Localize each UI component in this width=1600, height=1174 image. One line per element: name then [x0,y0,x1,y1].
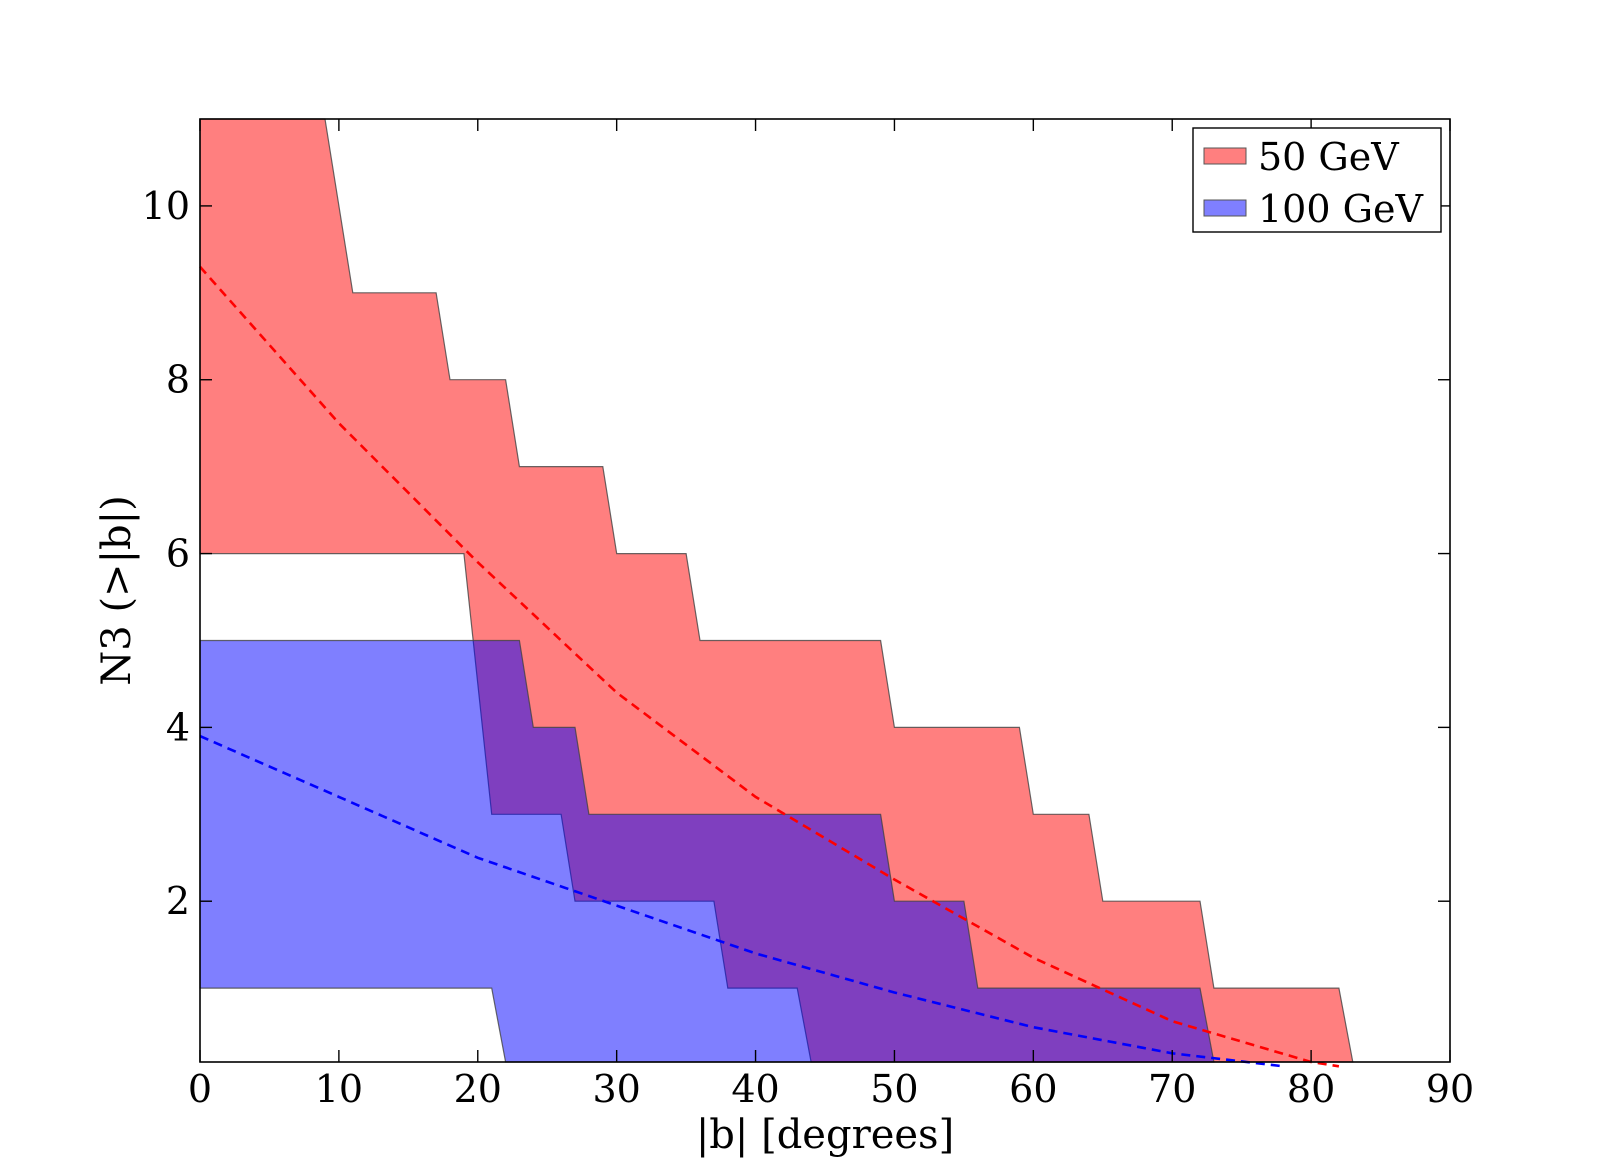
legend: 50 GeV 100 GeV [1192,127,1442,233]
x-tick-label: 0 [188,1067,212,1111]
tick-layer: 0 10 20 30 40 50 60 70 80 90 2 4 6 8 10 [142,119,1474,1111]
y-tick-label: 2 [166,879,190,923]
plot-frame [199,118,1451,1063]
band-100-gev [199,639,1215,1063]
x-tick-label: 10 [315,1067,363,1111]
y-tick-label: 8 [166,358,190,402]
legend-swatch-50-gev [1203,147,1247,165]
x-tick-label: 80 [1287,1067,1335,1111]
x-tick-label: 50 [870,1067,918,1111]
y-axis-label: N3 (>|b|) [94,495,140,685]
y-tick-label: 6 [166,532,190,576]
x-tick-label: 20 [454,1067,502,1111]
x-axis-label: |b| [degrees] [696,1112,954,1158]
y-tick-label: 4 [166,705,190,749]
x-tick-label: 60 [1009,1067,1057,1111]
mean-curve-50-gev [199,265,1340,1068]
mean-curve-100-gev [199,734,1284,1068]
legend-swatch-100-gev [1203,199,1247,217]
band-layer [199,118,1354,1063]
x-tick-label: 40 [731,1067,779,1111]
x-tick-label: 70 [1148,1067,1196,1111]
y-tick-label: 10 [142,184,190,228]
legend-label-100-gev: 100 GeV [1258,187,1423,231]
legend-label-50-gev: 50 GeV [1258,135,1399,179]
x-tick-label: 30 [592,1067,640,1111]
x-tick-label: 90 [1426,1067,1474,1111]
curve-layer [199,265,1340,1068]
